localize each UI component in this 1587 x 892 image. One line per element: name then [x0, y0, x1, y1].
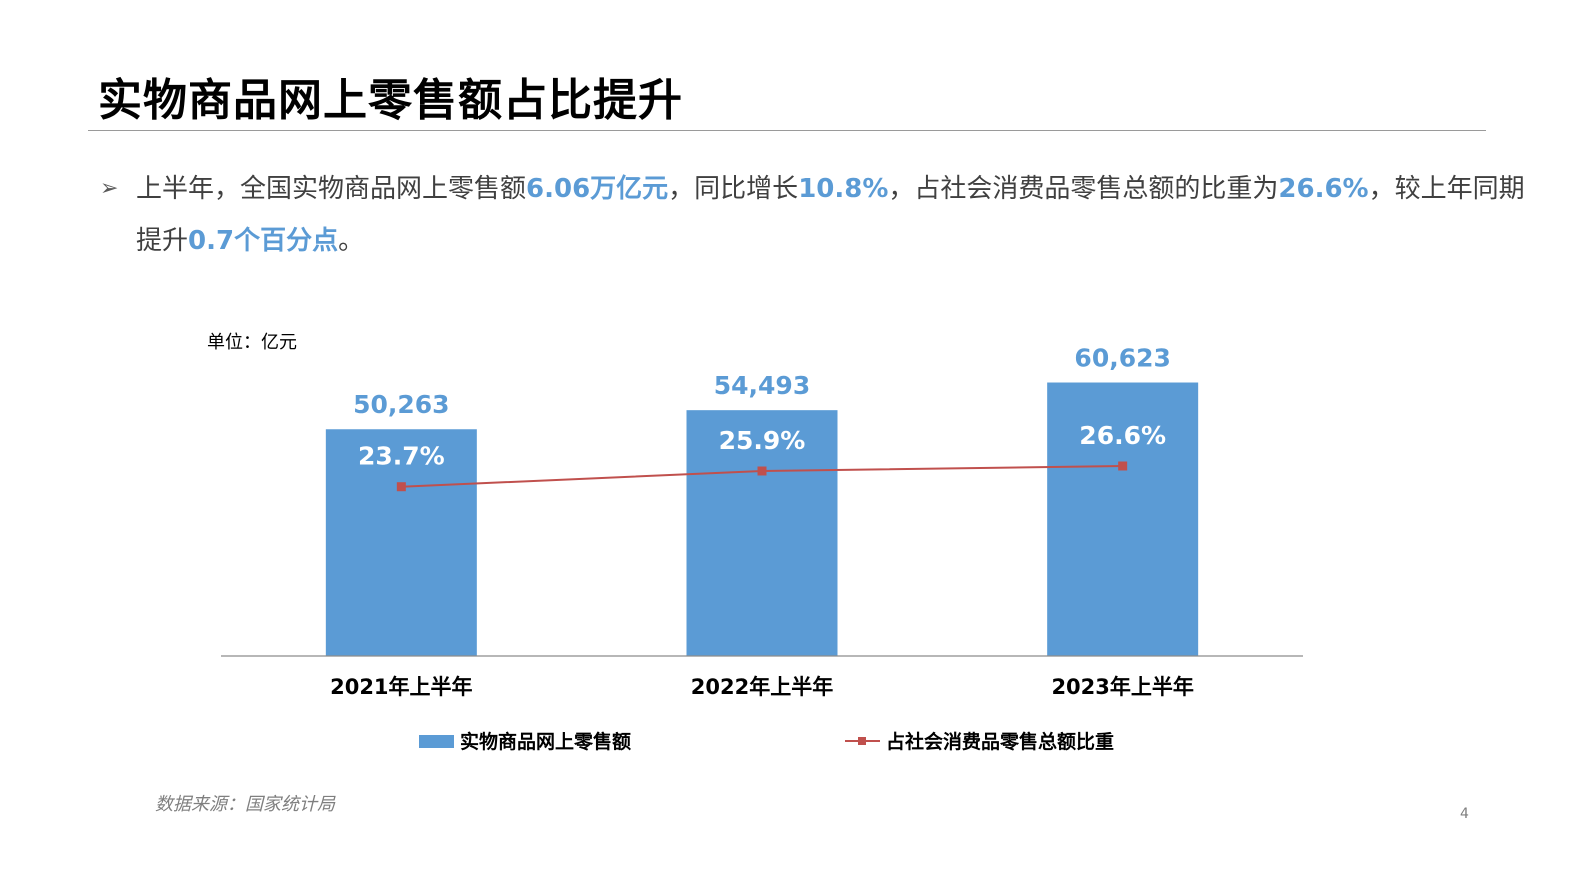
share-point: [757, 466, 767, 476]
share-point: [396, 482, 406, 492]
bar: [686, 410, 838, 656]
summary-highlight-share: 26.6%: [1278, 174, 1369, 204]
summary-text: 上半年，全国实物商品网上零售额6.06万亿元，同比增长10.8%，占社会消费品零…: [136, 163, 1540, 267]
slide-title: 实物商品网上零售额占比提升: [98, 75, 683, 126]
unit-label: 单位：亿元: [207, 332, 297, 353]
share-point: [1118, 461, 1128, 471]
data-source: 数据来源：国家统计局: [155, 794, 335, 815]
arrow-bullet-icon: ➢: [100, 176, 119, 201]
page-number: 4: [1460, 806, 1469, 822]
x-tick-label: 2023年上半年: [1051, 675, 1193, 699]
summary-highlight-amount: 6.06万亿元: [526, 174, 669, 204]
summary-seg-2: ，同比增长: [668, 174, 799, 204]
summary-highlight-growth: 10.8%: [798, 174, 889, 204]
share-value-label: 26.6%: [1079, 421, 1166, 450]
bar: [1047, 382, 1199, 656]
summary-seg-1: 上半年，全国实物商品网上零售额: [136, 174, 527, 204]
share-value-label: 23.7%: [358, 442, 445, 471]
title-divider: [88, 130, 1486, 131]
x-tick-label: 2022年上半年: [691, 675, 833, 699]
summary-highlight-change: 0.7个百分点: [188, 226, 339, 256]
x-tick-label: 2021年上半年: [330, 675, 472, 699]
summary-seg-3: ，占社会消费品零售总额的比重为: [888, 174, 1279, 204]
bar-value-label: 60,623: [1074, 344, 1170, 373]
legend-bar-label: 实物商品网上零售额: [460, 730, 631, 753]
legend-line-marker: [858, 737, 866, 745]
summary-bullet: ➢ 上半年，全国实物商品网上零售额6.06万亿元，同比增长10.8%，占社会消费…: [100, 163, 1540, 267]
summary-seg-4: ，较上年同期提升: [136, 174, 1525, 256]
legend-bar-swatch: [419, 735, 454, 748]
bar: [325, 429, 477, 656]
legend: 实物商品网上零售额 占社会消费品零售总额比重: [419, 730, 1114, 753]
bar-value-label: 54,493: [714, 371, 810, 400]
summary-seg-5: 。: [338, 226, 365, 256]
bar-value-label: 50,263: [353, 390, 449, 419]
share-value-label: 25.9%: [719, 426, 806, 455]
legend-line-label: 占社会消费品零售总额比重: [886, 730, 1114, 753]
